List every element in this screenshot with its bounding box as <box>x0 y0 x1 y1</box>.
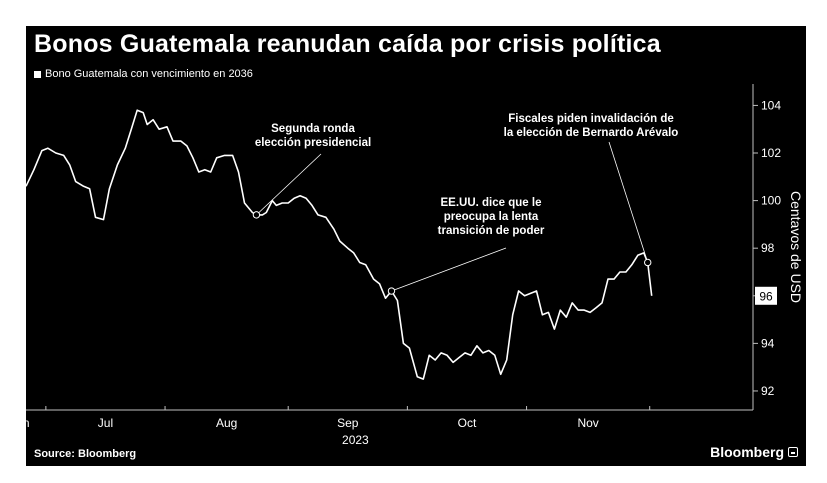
y-tick-label-100: 100 <box>761 194 781 208</box>
source-note: Source: Bloomberg <box>34 448 137 460</box>
annotation-marker-1 <box>252 211 261 219</box>
x-tick-label-aug: Aug <box>216 416 237 430</box>
annotation-leader-3 <box>608 141 649 263</box>
line-chart: 92 94 96 98 100 102 104 Centavos de USD Jun Jul Au… <box>26 84 804 447</box>
x-tick-label-sep: Sep <box>337 416 359 430</box>
x-tick-label-oct: Oct <box>458 416 477 430</box>
series-line <box>26 109 653 380</box>
y-axis-title: Centavos de USD <box>788 191 804 303</box>
annotation-leader-1 <box>256 153 322 216</box>
chart-title: Bonos Guatemala reanudan caída por crisi… <box>34 30 661 58</box>
x-tick-label-jul: Jul <box>98 416 113 430</box>
annotation-2-line-1: EE.UU. dice que le <box>441 197 542 209</box>
annotation-2-line-3: transición de poder <box>438 225 545 237</box>
x-tick-label-nov: Nov <box>577 416 598 430</box>
legend-label: Bono Guatemala con vencimiento en 2036 <box>45 68 253 80</box>
annotation-marker-2 <box>387 287 396 295</box>
y-tick-label-104: 104 <box>761 98 781 112</box>
y-tick-label-92: 92 <box>761 384 775 398</box>
x-tick-label-jun: Jun <box>26 416 30 430</box>
annotation-1-line-1: Segunda ronda <box>271 123 355 135</box>
brand-name: Bloomberg <box>710 444 784 460</box>
annotation-3-line-1: Fiscales piden invalidación de <box>508 113 674 125</box>
legend-swatch <box>34 70 41 78</box>
annotation-leader-2 <box>391 247 507 292</box>
x-year-label: 2023 <box>342 433 369 447</box>
annotation-3-line-2: la elección de Bernardo Arévalo <box>504 127 679 139</box>
y-tick-label-94: 94 <box>761 336 775 350</box>
bloomberg-logo-icon <box>788 447 798 457</box>
last-value-label: 96 <box>759 289 773 303</box>
annotation-2-line-2: preocupa la lenta <box>444 211 539 223</box>
brand: Bloomberg <box>710 444 798 460</box>
y-tick-label-98: 98 <box>761 241 775 255</box>
annotation-marker-3 <box>644 258 652 267</box>
legend: Bono Guatemala con vencimiento en 2036 <box>34 68 253 80</box>
annotation-1-line-2: elección presidencial <box>255 137 371 149</box>
last-value-box <box>755 286 777 305</box>
y-tick-label-102: 102 <box>761 146 781 160</box>
chart-panel: 92 94 96 98 100 102 104 Centavos de USD Jun Jul Au… <box>26 26 806 466</box>
